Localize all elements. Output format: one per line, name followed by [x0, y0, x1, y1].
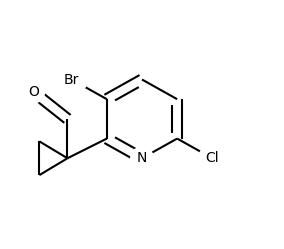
Circle shape — [131, 147, 153, 170]
Text: O: O — [28, 85, 39, 99]
Circle shape — [23, 81, 44, 103]
Text: Cl: Cl — [206, 151, 219, 165]
Text: N: N — [137, 151, 147, 165]
Circle shape — [199, 145, 226, 172]
Circle shape — [56, 64, 87, 95]
Text: Br: Br — [64, 72, 80, 86]
